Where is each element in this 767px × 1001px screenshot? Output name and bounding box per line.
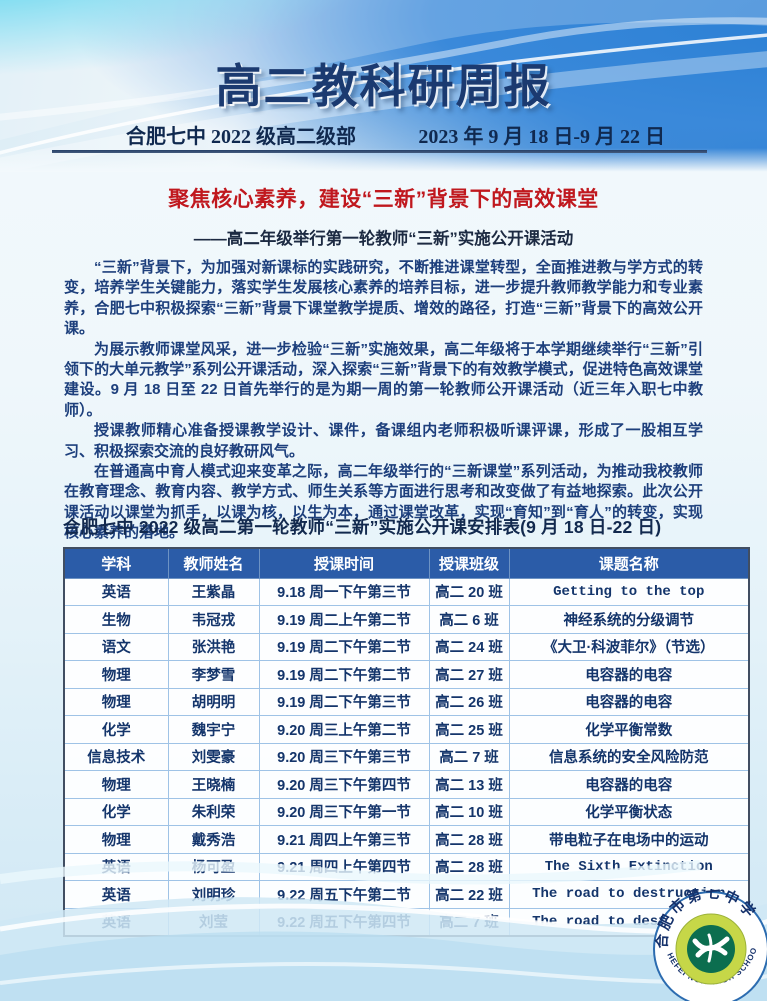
cell-class: 高二 28 班	[428, 852, 510, 881]
table-row: 英语 刘明珍 9.22 周五下午第二节 高二 22 班 The road to dest…	[63, 880, 750, 909]
cell-topic: 电容器的电容	[508, 770, 750, 799]
cell-class: 高二 7 班	[428, 742, 510, 771]
cell-topic: 带电粒子在电场中的运动	[508, 825, 750, 854]
cell-time: 9.20 周三上午第二节	[258, 715, 430, 744]
cell-time: 9.22 周五下午第二节	[258, 880, 430, 909]
cell-time: 9.21 周四上午第三节	[258, 825, 430, 854]
cell-time: 9.19 周二下午第三节	[258, 687, 430, 716]
cell-time: 9.19 周二下午第二节	[258, 660, 430, 689]
cell-subject: 英语	[63, 880, 169, 909]
paragraph: 为展示教师课堂风采，进一步检验“三新”实施效果，高二年级将于本学期继续举行“三新…	[64, 340, 703, 419]
cell-class: 高二 28 班	[428, 825, 510, 854]
school-logo: 合肥市第七中学 HEFEI NO.7 HIGH SCHOOL	[651, 889, 767, 1001]
cell-topic: 《大卫·科波菲尔》（节选）	[508, 632, 750, 661]
paragraph: 授课教师精心准备授课教学设计、课件，备课组内老师积极听课评课，形成了一股相互学习…	[64, 422, 703, 460]
cell-teacher: 魏宇宁	[167, 715, 260, 744]
cell-topic: 电容器的电容	[508, 660, 750, 689]
table-row: 化学 魏宇宁 9.20 周三上午第二节 高二 25 班化学平衡常数	[63, 715, 750, 744]
header-divider	[52, 150, 707, 153]
cell-class: 高二 25 班	[428, 715, 510, 744]
table-row: 英语 刘莹 9.22 周五下午第四节 高二 7 班 The road to destru…	[63, 907, 750, 936]
table-row: 语文 张洪艳 9.19 周二下午第二节 高二 24 班《大卫·科波菲尔》（节选）	[63, 632, 750, 661]
table-row: 信息技术 刘雯豪 9.20 周三下午第三节 高二 7 班信息系统的安全风险防范	[63, 742, 750, 771]
header-banner: 高二教科研周报 合肥七中 2022 级高二级部 2023 年 9 月 18 日-…	[0, 0, 767, 172]
cell-subject: 英语	[63, 852, 169, 881]
date-range-label: 2023 年 9 月 18 日-9 月 22 日	[418, 126, 665, 148]
cell-time: 9.19 周二下午第二节	[258, 632, 430, 661]
cell-topic: 神经系统的分级调节	[508, 605, 750, 634]
cell-topic: Getting to the top	[508, 577, 750, 606]
cell-topic: 化学平衡状态	[508, 797, 750, 826]
cell-subject: 物理	[63, 660, 169, 689]
cell-teacher: 刘雯豪	[167, 742, 260, 771]
column-header-topic: 课题名称	[508, 547, 750, 579]
schedule-table: 学科 教师姓名 授课时间 授课班级 课题名称 英语 王紫晶 9.18 周一下午第三节…	[63, 547, 750, 937]
column-header-subject: 学科	[63, 547, 169, 579]
cell-teacher: 胡明明	[167, 687, 260, 716]
cell-subject: 生物	[63, 605, 169, 634]
cell-class: 高二 26 班	[428, 687, 510, 716]
cell-class: 高二 24 班	[428, 632, 510, 661]
cell-time: 9.20 周三下午第一节	[258, 797, 430, 826]
organization-label: 合肥七中 2022 级高二级部	[126, 126, 356, 148]
cell-subject: 信息技术	[63, 742, 169, 771]
cell-subject: 语文	[63, 632, 169, 661]
cell-class: 高二 13 班	[428, 770, 510, 799]
cell-teacher: 李梦雪	[167, 660, 260, 689]
cell-teacher: 刘明珍	[167, 880, 260, 909]
cell-teacher: 韦冠戎	[167, 605, 260, 634]
cell-subject: 化学	[63, 715, 169, 744]
table-row: 英语 王紫晶 9.18 周一下午第三节 高二 20 班 Getting to the t…	[63, 577, 750, 606]
cell-time: 9.21 周四上午第四节	[258, 852, 430, 881]
table-row: 物理 王晓楠 9.20 周三下午第四节 高二 13 班电容器的电容	[63, 770, 750, 799]
cell-time: 9.18 周一下午第三节	[258, 577, 430, 606]
cell-class: 高二 27 班	[428, 660, 510, 689]
cell-class: 高二 10 班	[428, 797, 510, 826]
cell-teacher: 戴秀浩	[167, 825, 260, 854]
cell-subject: 英语	[63, 577, 169, 606]
cell-topic: 电容器的电容	[508, 687, 750, 716]
article-body: “三新”背景下，为加强对新课标的实践研究，不断推进课堂转型，全面推进教与学方式的…	[64, 258, 703, 544]
cell-subject: 物理	[63, 825, 169, 854]
cell-teacher: 王晓楠	[167, 770, 260, 799]
paragraph: “三新”背景下，为加强对新课标的实践研究，不断推进课堂转型，全面推进教与学方式的…	[64, 259, 703, 338]
page-title: 高二教科研周报	[215, 61, 552, 112]
cell-teacher: 张洪艳	[167, 632, 260, 661]
table-row: 化学 朱利荣 9.20 周三下午第一节 高二 10 班化学平衡状态	[63, 797, 750, 826]
cell-teacher: 杨可盈	[167, 852, 260, 881]
article-subtitle: ——高二年级举行第一轮教师“三新”实施公开课活动	[193, 230, 574, 248]
cell-teacher: 王紫晶	[167, 577, 260, 606]
cell-class: 高二 7 班	[428, 907, 510, 936]
schedule-title: 合肥七中 2022 级高二第一轮教师“三新”实施公开课安排表(9 月 18 日-…	[63, 517, 662, 537]
table-row: 物理 戴秀浩 9.21 周四上午第三节 高二 28 班带电粒子在电场中的运动	[63, 825, 750, 854]
cell-subject: 化学	[63, 797, 169, 826]
cell-subject: 物理	[63, 687, 169, 716]
cell-topic: 信息系统的安全风险防范	[508, 742, 750, 771]
paragraph: 在普通高中育人模式迎来变革之际，高二年级举行的“三新课堂”系列活动，为推动我校教…	[64, 463, 703, 542]
cell-time: 9.20 周三下午第三节	[258, 742, 430, 771]
table-row: 物理 胡明明 9.19 周二下午第三节 高二 26 班电容器的电容	[63, 687, 750, 716]
cell-time: 9.19 周二上午第二节	[258, 605, 430, 634]
cell-teacher: 刘莹	[167, 907, 260, 936]
cell-class: 高二 22 班	[428, 880, 510, 909]
article-headline: 聚焦核心素养，建设“三新”背景下的高效课堂	[168, 188, 599, 211]
column-header-time: 授课时间	[258, 547, 430, 579]
cell-class: 高二 20 班	[428, 577, 510, 606]
column-header-teacher: 教师姓名	[167, 547, 260, 579]
cell-time: 9.22 周五下午第四节	[258, 907, 430, 936]
column-header-class: 授课班级	[428, 547, 510, 579]
table-row: 物理 李梦雪 9.19 周二下午第二节 高二 27 班电容器的电容	[63, 660, 750, 689]
cell-class: 高二 6 班	[428, 605, 510, 634]
cell-topic: 化学平衡常数	[508, 715, 750, 744]
cell-teacher: 朱利荣	[167, 797, 260, 826]
cell-subject: 物理	[63, 770, 169, 799]
logo-bird-icon	[692, 933, 730, 963]
table-header-row: 学科 教师姓名 授课时间 授课班级 课题名称	[63, 547, 750, 579]
cell-time: 9.20 周三下午第四节	[258, 770, 430, 799]
table-row: 英语 杨可盈 9.21 周四上午第四节 高二 28 班 The Sixth Extinc…	[63, 852, 750, 881]
cell-topic: The Sixth Extinction	[508, 852, 750, 881]
table-row: 生物 韦冠戎 9.19 周二上午第二节 高二 6 班神经系统的分级调节	[63, 605, 750, 634]
cell-subject: 英语	[63, 907, 169, 936]
